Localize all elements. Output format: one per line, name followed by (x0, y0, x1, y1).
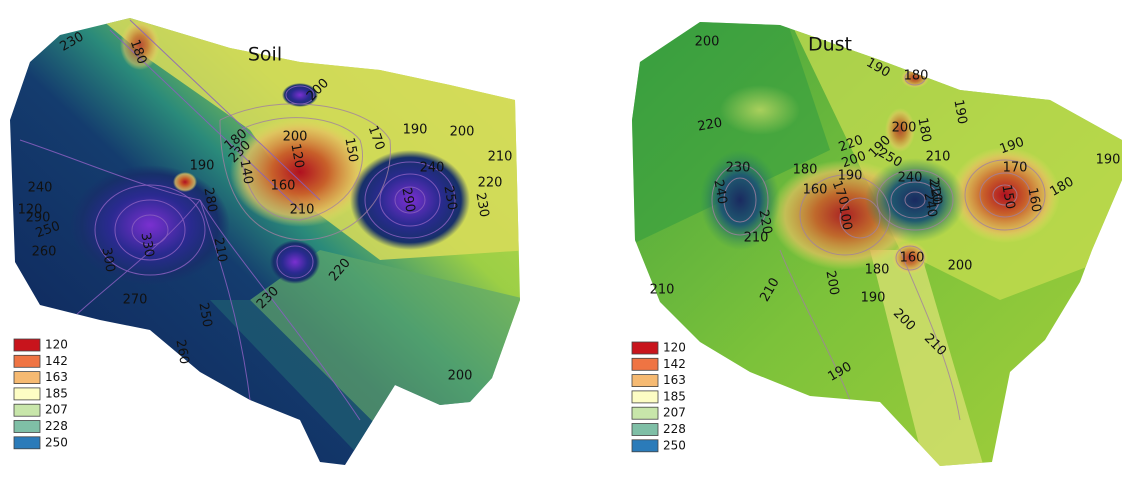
page: Soil230180200200190200180170120150210230… (0, 0, 1131, 488)
soil-map (0, 0, 530, 488)
legend-swatch (632, 358, 658, 370)
legend-swatch (632, 342, 658, 354)
legend-label: 120 (663, 341, 686, 355)
contour-label: 210 (926, 150, 951, 165)
contour-label: 190 (861, 291, 886, 306)
legend-label: 250 (663, 438, 686, 452)
legend-swatch (632, 375, 658, 387)
contour-label: 170 (1003, 161, 1028, 176)
map-title: Soil (248, 44, 282, 66)
contour-label: 200 (283, 130, 308, 145)
legend: 120 142 163 185 207 228 250 (632, 341, 686, 453)
legend-label: 120 (45, 338, 68, 352)
legend-label: 185 (663, 389, 686, 403)
legend-label: 163 (45, 370, 68, 384)
contour-label: 190 (1096, 153, 1121, 168)
contour-label: 260 (172, 338, 191, 365)
legend-label: 207 (663, 406, 686, 420)
contour-label: 180 (865, 263, 890, 278)
contour-label: 190 (190, 159, 215, 174)
legend-swatch (632, 407, 658, 419)
legend-swatch (14, 404, 40, 416)
contour-label: 160 (900, 251, 925, 266)
contour-label: 220 (478, 176, 503, 191)
legend-label: 163 (663, 373, 686, 387)
contour-label: 200 (892, 121, 917, 136)
contour-label: 210 (650, 283, 675, 298)
legend-label: 228 (663, 422, 686, 436)
contour-label: 270 (123, 293, 148, 308)
legend-swatch (632, 391, 658, 403)
legend-label: 207 (45, 403, 68, 417)
legend-swatch (14, 437, 40, 449)
contour-label: 180 (904, 69, 929, 84)
legend: 120 142 163 185 207 228 250 (14, 338, 68, 450)
contour-label: 200 (450, 125, 475, 140)
contour-label: 200 (948, 259, 973, 274)
contour-label: 180 (793, 163, 818, 178)
contour-label: 160 (803, 183, 828, 198)
contour-label: 200 (695, 35, 720, 50)
contour-label: 190 (403, 123, 428, 138)
contour-label: 240 (28, 181, 53, 196)
legend-swatch (14, 355, 40, 367)
legend-swatch (14, 388, 40, 400)
contour-label: 210 (744, 231, 769, 246)
contour-label: 230 (726, 161, 751, 176)
contour-label: 200 (448, 369, 473, 384)
contour-label: 160 (271, 179, 296, 194)
legend-swatch (14, 372, 40, 384)
contour-label: 210 (290, 203, 315, 218)
legend-label: 228 (45, 419, 68, 433)
legend-swatch (14, 421, 40, 433)
legend-label: 250 (45, 435, 68, 449)
legend-swatch (14, 339, 40, 351)
legend-swatch (632, 424, 658, 436)
contour-label: 240 (898, 171, 923, 186)
legend-label: 185 (45, 386, 68, 400)
map-title: Dust (808, 34, 852, 56)
legend-swatch (632, 440, 658, 452)
contour-label: 240 (420, 161, 445, 176)
contour-label: 260 (32, 245, 57, 260)
contour-label: 210 (488, 150, 513, 165)
legend-label: 142 (45, 354, 68, 368)
legend-label: 142 (663, 357, 686, 371)
